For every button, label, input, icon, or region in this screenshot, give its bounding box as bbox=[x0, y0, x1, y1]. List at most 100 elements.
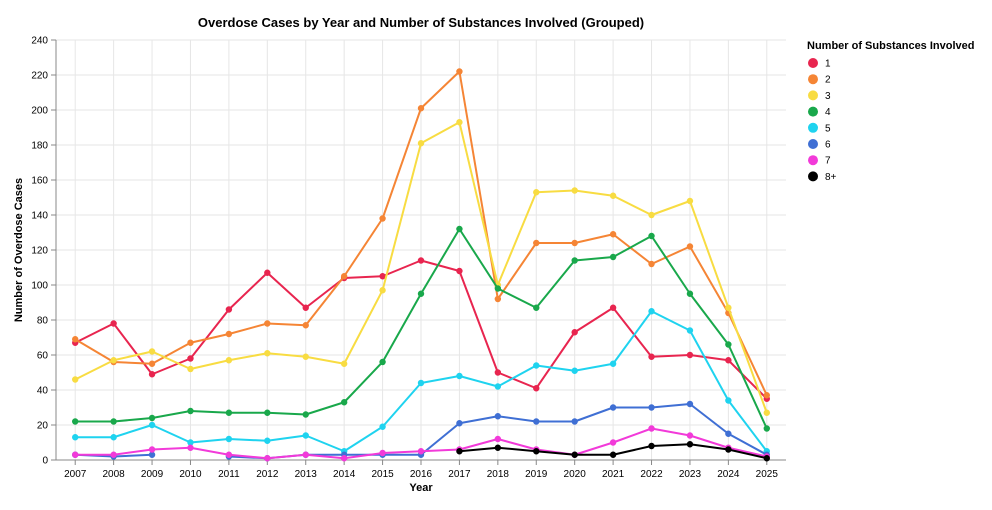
x-tick-label: 2007 bbox=[64, 469, 87, 480]
legend-swatch bbox=[808, 74, 818, 84]
data-point bbox=[226, 331, 232, 337]
chart-title: Overdose Cases by Year and Number of Sub… bbox=[198, 15, 644, 30]
x-tick-label: 2011 bbox=[218, 469, 240, 480]
data-point bbox=[533, 362, 539, 368]
data-point bbox=[456, 420, 462, 426]
data-point bbox=[495, 383, 501, 389]
data-point bbox=[149, 422, 155, 428]
legend-swatch bbox=[808, 58, 818, 68]
data-point bbox=[610, 305, 616, 311]
data-point bbox=[495, 413, 501, 419]
legend-item-8+: 8+ bbox=[808, 171, 837, 183]
data-point bbox=[72, 452, 78, 458]
x-tick-label: 2009 bbox=[141, 469, 164, 480]
gridlines bbox=[56, 40, 786, 460]
x-tick-label: 2017 bbox=[448, 469, 471, 480]
data-point bbox=[725, 305, 731, 311]
data-point bbox=[187, 340, 193, 346]
data-point bbox=[264, 320, 270, 326]
legend-swatch bbox=[808, 107, 818, 117]
data-point bbox=[687, 243, 693, 249]
data-point bbox=[456, 68, 462, 74]
data-point bbox=[610, 361, 616, 367]
data-point bbox=[264, 455, 270, 461]
data-point bbox=[533, 240, 539, 246]
data-point bbox=[149, 415, 155, 421]
data-point bbox=[379, 359, 385, 365]
y-tick-label: 40 bbox=[37, 386, 49, 397]
data-point bbox=[687, 291, 693, 297]
data-point bbox=[341, 399, 347, 405]
legend-item-2: 2 bbox=[808, 74, 831, 86]
data-point bbox=[648, 425, 654, 431]
y-tick-label: 200 bbox=[31, 106, 48, 117]
data-point bbox=[495, 369, 501, 375]
data-point bbox=[610, 439, 616, 445]
data-point bbox=[725, 446, 731, 452]
data-point bbox=[687, 327, 693, 333]
legend-swatch bbox=[808, 155, 818, 165]
data-point bbox=[571, 329, 577, 335]
legend-title: Number of Substances Involved bbox=[807, 40, 974, 52]
data-point bbox=[725, 357, 731, 363]
data-point bbox=[110, 434, 116, 440]
data-point bbox=[610, 254, 616, 260]
y-tick-label: 180 bbox=[31, 141, 48, 152]
data-point bbox=[418, 291, 424, 297]
data-point bbox=[72, 376, 78, 382]
data-point bbox=[533, 418, 539, 424]
data-point bbox=[610, 193, 616, 199]
data-point bbox=[226, 357, 232, 363]
data-point bbox=[187, 445, 193, 451]
data-point bbox=[418, 140, 424, 146]
data-point bbox=[72, 434, 78, 440]
data-point bbox=[648, 354, 654, 360]
y-tick-label: 100 bbox=[31, 281, 48, 292]
x-tick-label: 2015 bbox=[371, 469, 394, 480]
x-tick-label: 2012 bbox=[256, 469, 279, 480]
data-point bbox=[648, 233, 654, 239]
data-point bbox=[687, 441, 693, 447]
legend-label: 1 bbox=[825, 59, 831, 70]
data-point bbox=[610, 452, 616, 458]
legend-swatch bbox=[808, 123, 818, 133]
data-point bbox=[648, 404, 654, 410]
data-point bbox=[495, 436, 501, 442]
data-point bbox=[379, 215, 385, 221]
data-point bbox=[303, 305, 309, 311]
x-tick-label: 2014 bbox=[333, 469, 356, 480]
y-tick-label: 160 bbox=[31, 176, 48, 187]
x-tick-label: 2020 bbox=[564, 469, 587, 480]
data-point bbox=[648, 261, 654, 267]
data-point bbox=[533, 189, 539, 195]
data-point bbox=[571, 257, 577, 263]
data-point bbox=[533, 385, 539, 391]
legend-item-1: 1 bbox=[808, 58, 831, 70]
data-point bbox=[110, 418, 116, 424]
x-tick-label: 2016 bbox=[410, 469, 433, 480]
legend-swatch bbox=[808, 90, 818, 100]
data-point bbox=[341, 361, 347, 367]
data-point bbox=[725, 397, 731, 403]
data-point bbox=[764, 455, 770, 461]
data-point bbox=[187, 366, 193, 372]
data-point bbox=[495, 285, 501, 291]
data-point bbox=[149, 446, 155, 452]
data-point bbox=[264, 438, 270, 444]
data-point bbox=[571, 187, 577, 193]
data-point bbox=[264, 410, 270, 416]
data-point bbox=[687, 432, 693, 438]
data-point bbox=[495, 296, 501, 302]
data-point bbox=[610, 404, 616, 410]
y-tick-label: 0 bbox=[42, 456, 48, 467]
data-point bbox=[648, 212, 654, 218]
data-point bbox=[303, 322, 309, 328]
data-point bbox=[571, 368, 577, 374]
data-point bbox=[648, 443, 654, 449]
data-point bbox=[264, 350, 270, 356]
data-point bbox=[110, 320, 116, 326]
data-point bbox=[110, 357, 116, 363]
data-point bbox=[610, 231, 616, 237]
data-point bbox=[72, 418, 78, 424]
